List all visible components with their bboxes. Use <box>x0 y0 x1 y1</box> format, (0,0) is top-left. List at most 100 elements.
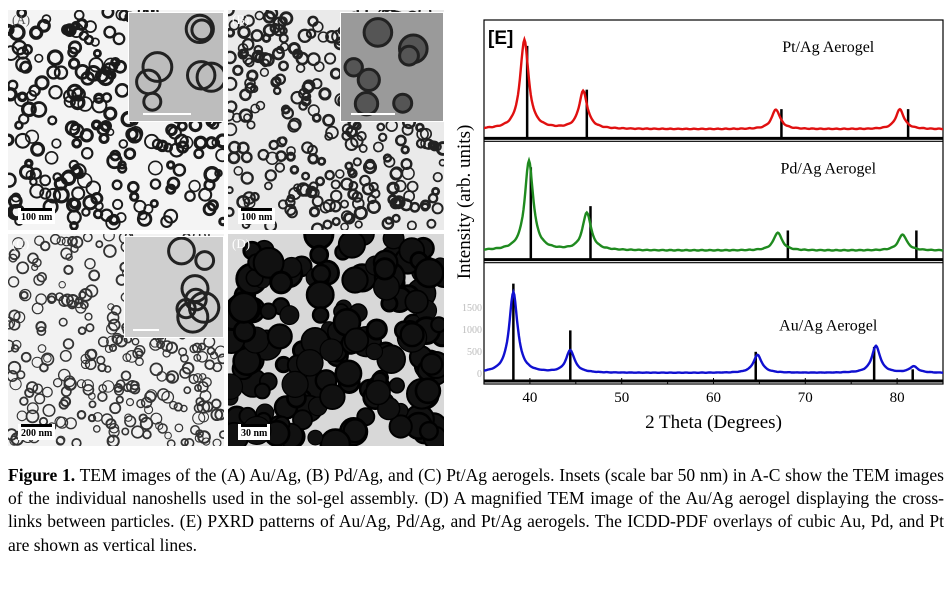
particle-mark <box>278 60 289 72</box>
inset-image-b <box>340 12 444 122</box>
particle-mark <box>274 162 286 173</box>
nanoshell-mark <box>141 51 174 83</box>
particle-mark <box>307 153 319 165</box>
particle-mark <box>123 147 137 160</box>
particle-mark <box>271 47 285 61</box>
particle-mark <box>311 263 332 284</box>
particle-mark <box>192 411 206 425</box>
particle-mark <box>162 349 171 358</box>
inset-image-c <box>124 236 224 338</box>
particle-mark <box>34 235 45 246</box>
particle-mark <box>128 191 140 202</box>
particle-mark <box>174 423 184 433</box>
panel-label-c: (C) <box>12 236 30 251</box>
nanoshell-mark <box>175 298 197 320</box>
particle-mark <box>144 405 154 415</box>
particle-mark <box>58 399 70 410</box>
particle-mark <box>293 183 302 193</box>
particle-mark <box>269 270 293 295</box>
series-label: Pd/Ag Aerogel <box>780 160 876 177</box>
particle-mark <box>52 377 63 388</box>
particle-mark <box>26 381 39 394</box>
particle-mark <box>68 57 81 70</box>
particle-mark <box>125 398 135 407</box>
particle-mark <box>63 264 74 276</box>
particle-mark <box>322 113 336 127</box>
particle-mark <box>340 177 354 191</box>
particle-mark <box>81 379 94 392</box>
particle-mark <box>147 160 163 176</box>
particle-mark <box>11 39 28 56</box>
particle-mark <box>56 236 66 246</box>
particle-mark <box>25 170 36 181</box>
particle-mark <box>99 119 113 133</box>
particle-mark <box>70 235 84 249</box>
particle-mark <box>27 252 39 265</box>
particle-mark <box>42 403 56 417</box>
particle-mark <box>60 386 72 397</box>
particle-mark <box>102 380 115 393</box>
particle-mark <box>317 31 329 43</box>
particle-mark <box>238 108 253 123</box>
particle-mark <box>125 127 139 141</box>
particle-mark <box>324 132 334 141</box>
particle-mark <box>167 125 182 140</box>
particle-mark <box>352 157 362 167</box>
series-line <box>484 35 943 131</box>
particle-mark <box>20 351 32 363</box>
particle-mark <box>313 61 325 72</box>
particle-mark <box>365 342 384 361</box>
particle-mark <box>30 141 46 157</box>
particle-mark <box>348 180 359 191</box>
particle-mark <box>101 10 115 19</box>
nanoshell-mark <box>362 17 394 48</box>
particle-mark <box>92 425 101 433</box>
particle-mark <box>193 135 208 150</box>
particle-mark <box>322 219 333 230</box>
particle-mark <box>156 388 170 402</box>
particle-mark <box>92 208 104 220</box>
particle-mark <box>292 409 313 431</box>
particle-mark <box>127 180 140 194</box>
particle-mark <box>414 377 442 405</box>
tem-image-b: (B) 100 nm <box>228 10 444 230</box>
particle-mark <box>8 133 15 147</box>
particle-mark <box>419 199 431 211</box>
particle-mark <box>135 350 143 359</box>
particle-mark <box>365 318 388 341</box>
particle-mark <box>215 133 224 149</box>
particle-mark <box>103 25 117 39</box>
particle-mark <box>100 413 114 426</box>
particle-mark <box>90 119 103 131</box>
particle-mark <box>246 69 259 82</box>
particle-mark <box>117 163 128 174</box>
particle-mark <box>368 181 379 193</box>
nanoshell-mark <box>142 91 163 112</box>
particle-mark <box>358 144 368 153</box>
particle-mark <box>228 206 235 218</box>
particle-mark <box>163 208 179 224</box>
inset-scale-bar <box>133 329 159 331</box>
nanoshell-mark <box>392 92 414 114</box>
particle-mark <box>67 40 83 55</box>
particle-mark <box>46 49 64 67</box>
particle-mark <box>243 113 252 122</box>
particle-mark <box>330 189 343 203</box>
particle-mark <box>196 351 208 363</box>
y-axis-label: Intensity (arb. units) <box>454 125 475 280</box>
particle-mark <box>112 198 124 210</box>
particle-mark <box>76 410 87 420</box>
particle-mark <box>63 375 76 388</box>
particle-mark <box>30 101 48 118</box>
nanoshell-mark <box>184 13 215 44</box>
panel-label-d: (D) <box>232 236 251 251</box>
particle-mark <box>157 423 168 434</box>
particle-mark <box>114 83 130 98</box>
particle-mark <box>149 362 164 377</box>
particle-mark <box>71 186 86 201</box>
particle-mark <box>136 399 146 409</box>
particle-mark <box>86 348 98 360</box>
particle-mark <box>34 53 44 63</box>
particle-mark <box>305 280 335 310</box>
particle-mark <box>19 60 33 74</box>
